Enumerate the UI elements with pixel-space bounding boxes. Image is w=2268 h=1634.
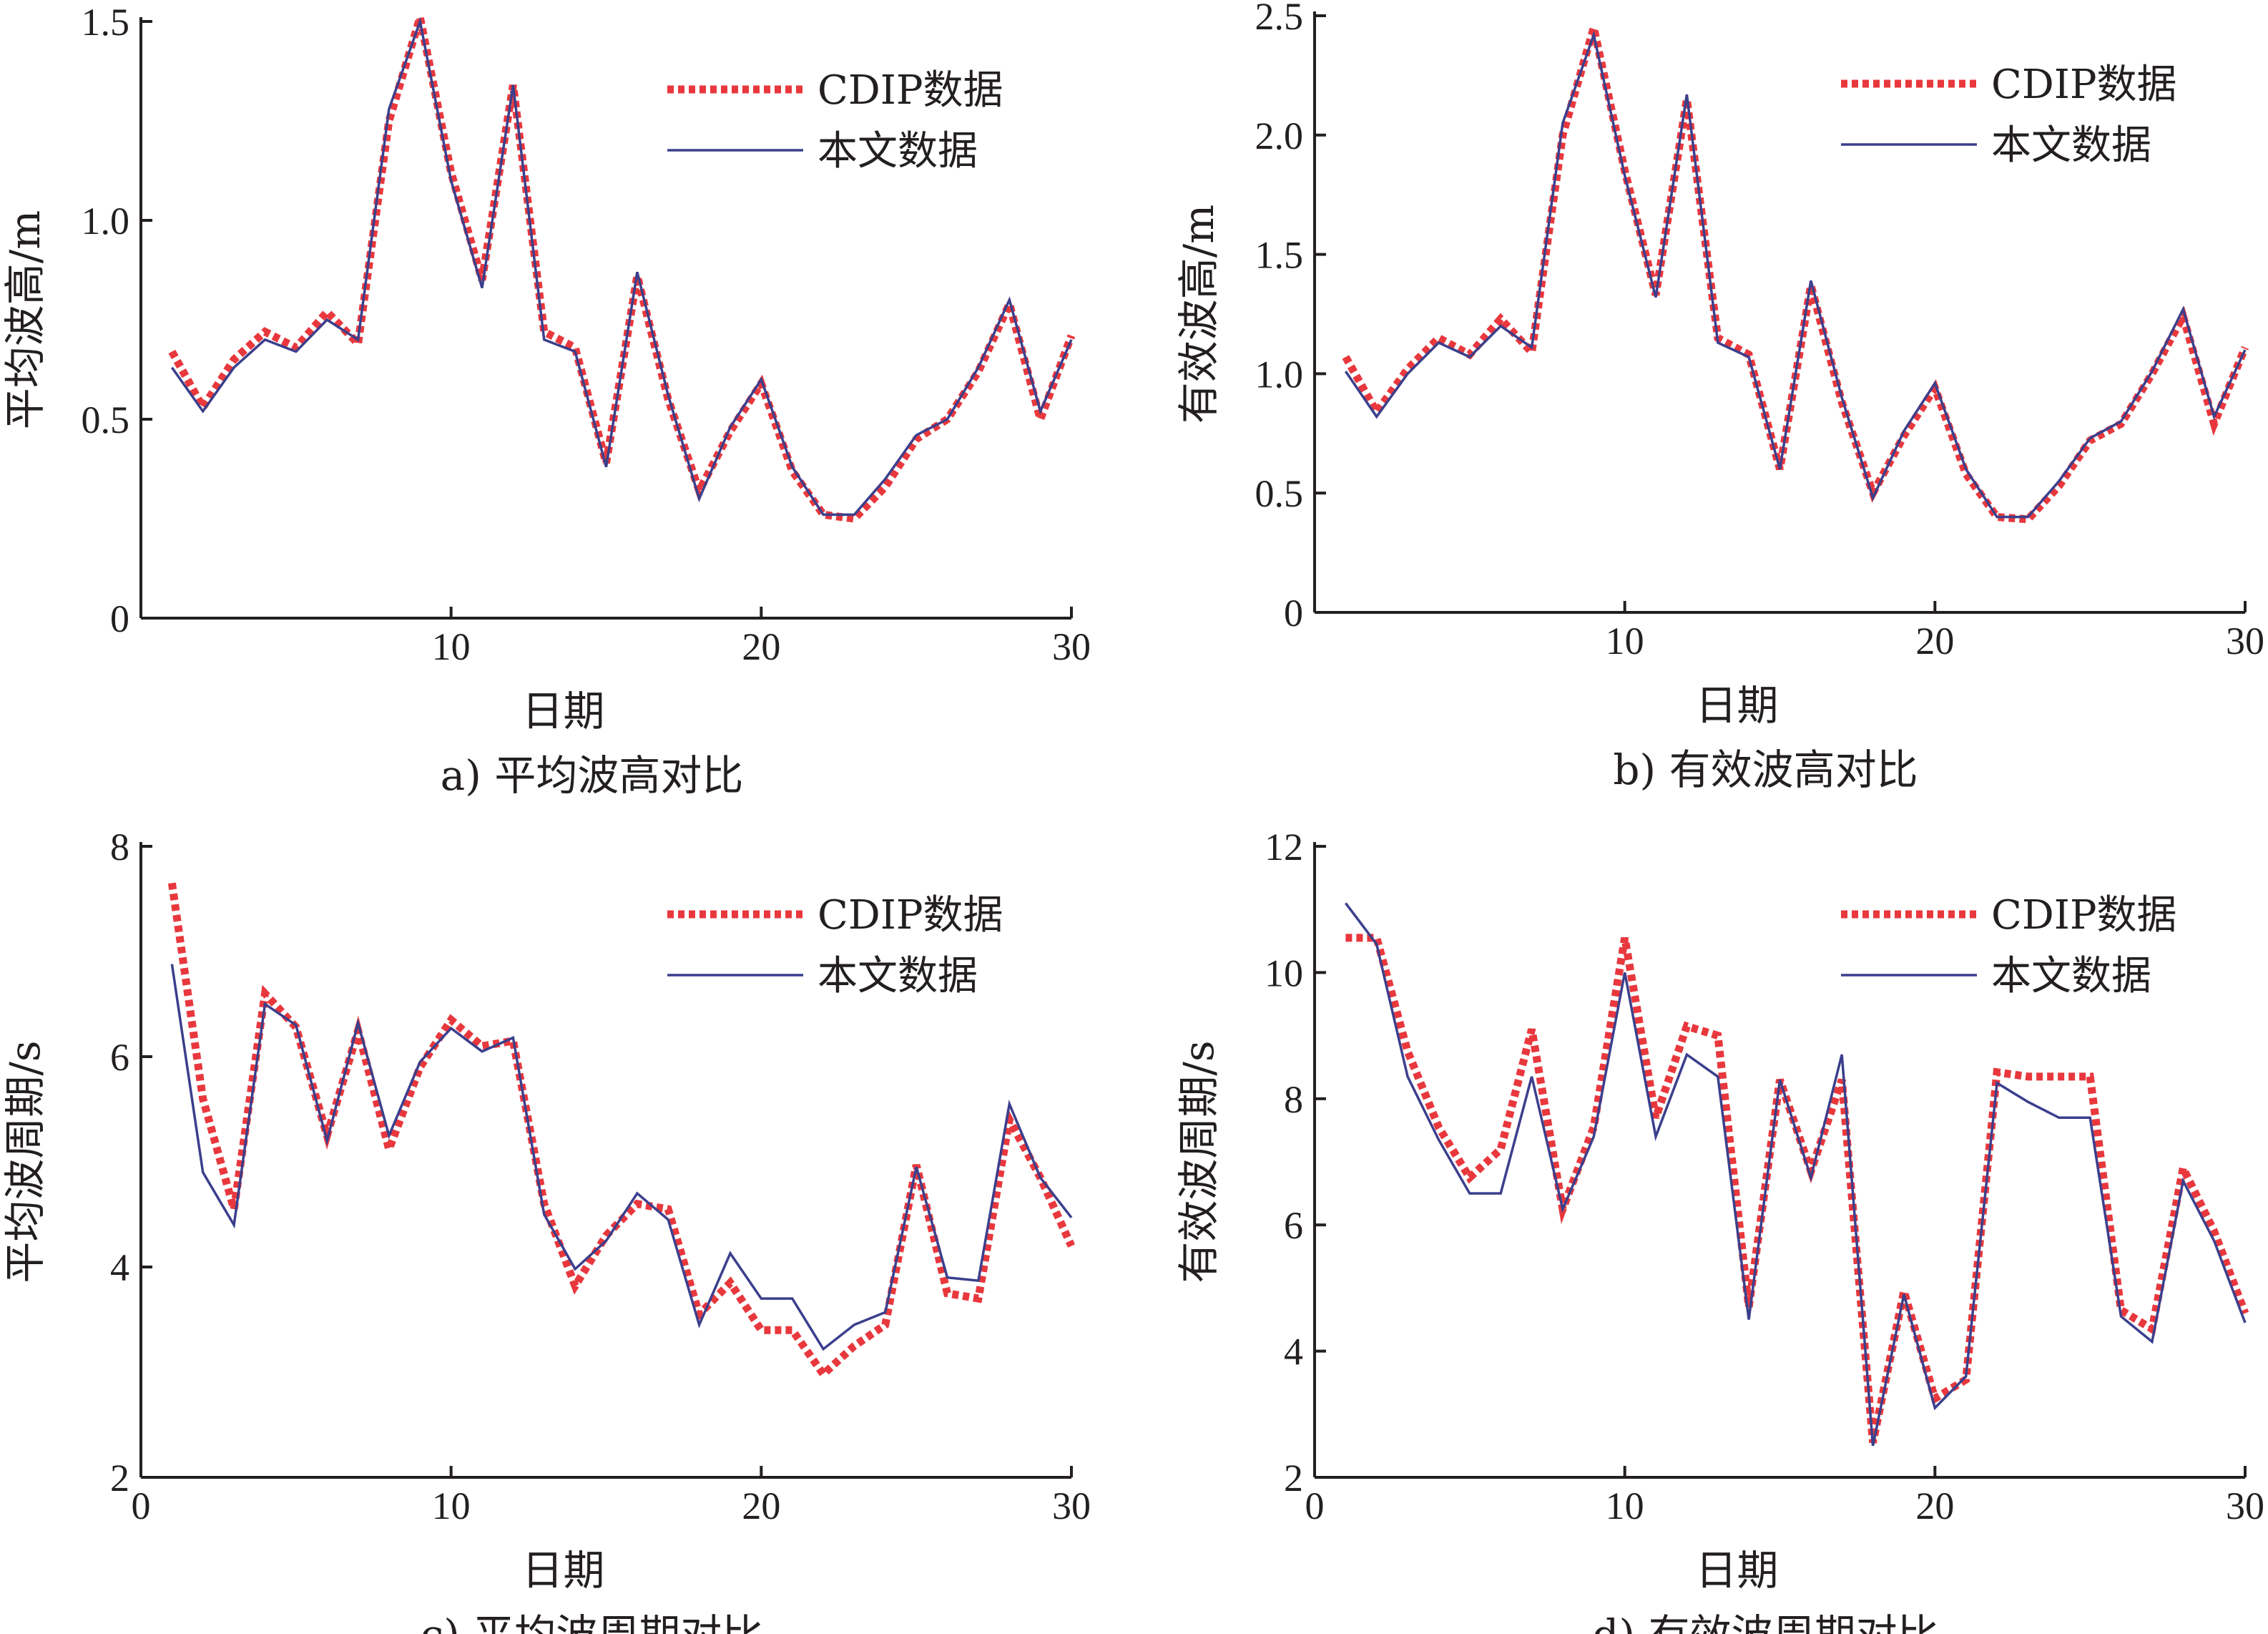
panel-caption: c) 平均波周期对比 — [421, 1610, 764, 1634]
y-axis-label: 平均波高/m — [1, 210, 49, 430]
legend-label-cdip: CDIP数据 — [818, 892, 1003, 939]
x-tick-label: 30 — [2226, 620, 2264, 662]
y-axis-label: 平均波周期/s — [1, 1040, 49, 1283]
series-line-cdip — [168, 16, 1076, 523]
x-tick-label: 0 — [1305, 1484, 1325, 1527]
panel-b-significant-wave-height: 0 0.5 1.0 1.5 2.0 2.5 10 20 30 日期 有效波高/m b) 有效波高对比 C… — [1174, 0, 2264, 794]
y-tick-label: 1.5 — [1255, 234, 1304, 277]
series-line-ours — [170, 964, 1073, 1351]
x-tick-label: 20 — [742, 625, 780, 668]
panel-caption: a) 平均波高对比 — [441, 751, 744, 800]
x-tick-label: 10 — [432, 625, 471, 668]
series-line-cdip — [1345, 934, 2249, 1444]
y-tick-label: 4 — [1284, 1331, 1303, 1374]
y-tick-label: 2 — [110, 1457, 129, 1500]
y-tick-label: 4 — [110, 1246, 129, 1289]
legend-label-cdip: CDIP数据 — [1991, 62, 2177, 108]
x-tick-label: 20 — [1915, 620, 1954, 662]
y-tick-label: 1.0 — [1255, 353, 1304, 396]
series-line-ours — [170, 16, 1073, 517]
panel-caption: d) 有效波周期对比 — [1592, 1610, 1938, 1634]
legend-label-cdip: CDIP数据 — [1991, 892, 2177, 939]
y-tick-label: 12 — [1265, 826, 1303, 869]
x-tick-label: 10 — [1606, 620, 1644, 662]
x-tick-label: 20 — [1915, 1484, 1954, 1527]
y-tick-label: 8 — [1284, 1078, 1303, 1121]
x-tick-label: 20 — [742, 1484, 780, 1527]
y-tick-label: 0.5 — [82, 398, 130, 441]
y-tick-label: 2.5 — [1255, 0, 1304, 38]
y-tick-label: 10 — [1265, 951, 1303, 994]
x-tick-label: 30 — [1052, 1484, 1091, 1527]
x-axis-label: 日期 — [521, 1546, 604, 1595]
series-line-ours — [1345, 902, 2247, 1447]
series-line-ours — [1344, 30, 2247, 519]
y-tick-label: 2 — [1284, 1457, 1303, 1500]
y-tick-label: 0.5 — [1255, 472, 1304, 515]
legend-label-ours: 本文数据 — [1991, 953, 2151, 999]
y-tick-label: 6 — [1284, 1204, 1303, 1247]
x-tick-label: 30 — [1052, 625, 1091, 668]
x-tick-label: 0 — [132, 1484, 151, 1527]
x-tick-label: 10 — [432, 1484, 471, 1527]
legend-label-cdip: CDIP数据 — [818, 67, 1003, 114]
y-tick-label: 1.0 — [82, 200, 130, 243]
x-tick-label: 10 — [1606, 1484, 1644, 1527]
y-tick-label: 8 — [110, 826, 129, 869]
panel-caption: b) 有效波高对比 — [1613, 745, 1918, 794]
y-axis-label: 有效波高/m — [1174, 205, 1223, 424]
y-tick-label: 0 — [110, 597, 129, 640]
y-tick-label: 6 — [110, 1036, 129, 1079]
x-axis-label: 日期 — [1695, 681, 1778, 730]
y-axis-label: 有效波周期/s — [1174, 1040, 1223, 1283]
panel-a-mean-wave-height: 0 0.5 1.0 1.5 10 20 30 日期 平均波高/m a) 平均波高对比 CDIP数据本… — [1, 1, 1091, 800]
legend-label-ours: 本文数据 — [818, 953, 978, 999]
y-tick-label: 0 — [1284, 592, 1303, 635]
x-axis-label: 日期 — [521, 687, 604, 735]
y-tick-label: 1.5 — [82, 1, 130, 44]
x-axis-label: 日期 — [1695, 1546, 1778, 1595]
x-tick-label: 30 — [2226, 1484, 2264, 1527]
panel-d-significant-wave-period: 2 4 6 8 10 12 0 10 20 30 日期 有效波周期/s d) 有效波周期对比 CDIP数据… — [1174, 826, 2264, 1634]
legend-label-ours: 本文数据 — [1991, 122, 2151, 169]
y-tick-label: 2.0 — [1255, 114, 1304, 157]
legend-label-ours: 本文数据 — [818, 128, 978, 175]
